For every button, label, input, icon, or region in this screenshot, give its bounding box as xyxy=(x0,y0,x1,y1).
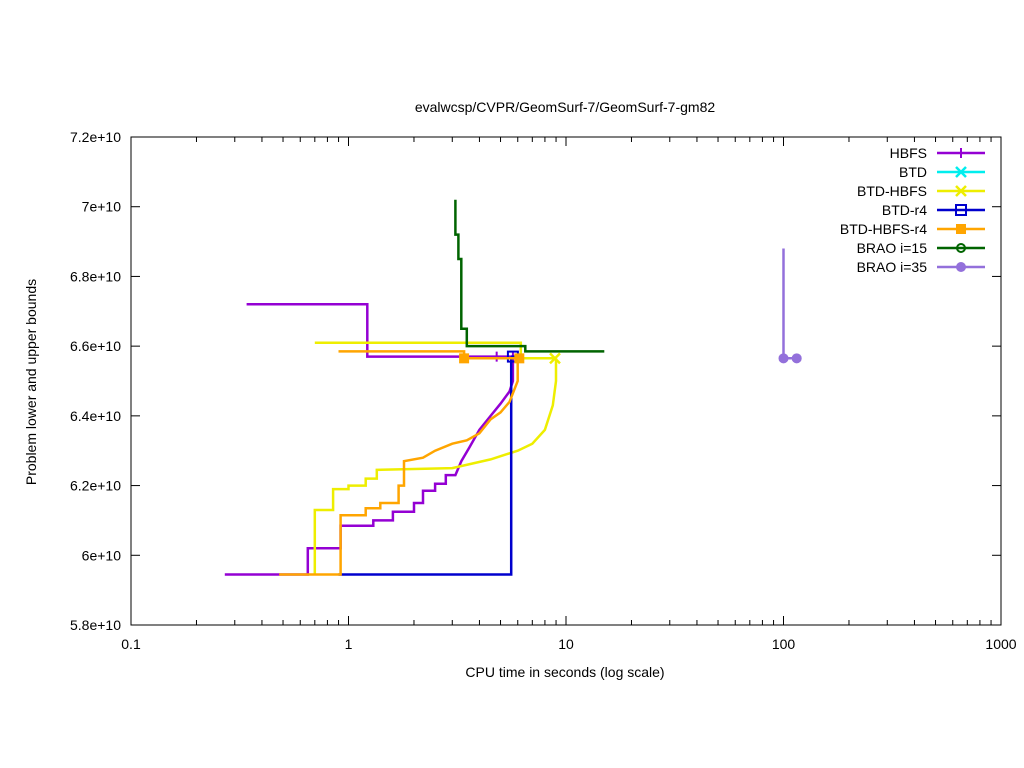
series-line-upper-hbfs xyxy=(246,303,513,358)
series-brao-i-35 xyxy=(778,248,802,364)
series-btd-r4 xyxy=(338,350,519,576)
plot-series xyxy=(224,199,802,576)
y-tick-label: 5.8e+10 xyxy=(70,617,121,633)
legend-label: BTD-r4 xyxy=(882,202,927,218)
legend-swatch-marker xyxy=(955,185,967,197)
y-tick-label: 6.8e+10 xyxy=(70,268,121,284)
legend-swatch-marker xyxy=(955,166,967,178)
series-btd-hbfs xyxy=(313,341,561,575)
plot-frame xyxy=(130,136,1002,626)
data-point-btd-hbfs-r4 xyxy=(514,353,525,364)
series-line-lower-btd-hbfs xyxy=(313,358,558,575)
legend-label: HBFS xyxy=(890,145,927,161)
legend-label: BTD-HBFS xyxy=(857,183,927,199)
data-point-btd-hbfs-r4 xyxy=(459,353,470,364)
legend-item-brao-i-15: BRAO i=15 xyxy=(857,240,985,256)
series-line-lower-hbfs xyxy=(224,356,515,576)
series-brao-i-15 xyxy=(454,199,605,353)
x-axis-label: CPU time in seconds (log scale) xyxy=(465,664,664,680)
y-tick-label: 7e+10 xyxy=(82,199,122,215)
series-line-lower-btd-r4 xyxy=(338,356,513,576)
legend-item-btd-hbfs: BTD-HBFS xyxy=(857,183,985,199)
data-point-brao-i-35 xyxy=(778,353,789,364)
y-tick-label: 6.2e+10 xyxy=(70,478,121,494)
legend-item-btd: BTD xyxy=(899,164,985,180)
x-tick-label: 100 xyxy=(772,636,796,652)
y-tick-label: 6.4e+10 xyxy=(70,408,121,424)
legend-item-brao-i-35: BRAO i=35 xyxy=(857,259,985,275)
y-tick-label: 6e+10 xyxy=(82,547,122,563)
legend-label: BTD xyxy=(899,164,927,180)
legend-label: BRAO i=15 xyxy=(857,240,928,256)
legend-swatch-marker xyxy=(956,262,966,272)
y-tick-label: 7.2e+10 xyxy=(70,129,121,145)
legend-item-btd-hbfs-r4: BTD-HBFS-r4 xyxy=(840,221,985,237)
axis-ticks: 0.1 1 10 100 1000 5.8e+10 6e+10 6.2e+10 6.4e+10 6… xyxy=(70,129,1017,652)
series-line-upper-brao-i-15 xyxy=(454,199,605,353)
legend-label: BRAO i=35 xyxy=(857,259,928,275)
series-btd-hbfs-r4 xyxy=(279,350,525,576)
legend-swatch-marker xyxy=(956,243,966,253)
x-tick-label: 0.1 xyxy=(121,636,141,652)
data-point-brao-i-35 xyxy=(791,353,802,364)
series-line-upper-brao-i-35 xyxy=(782,248,797,360)
series-line-upper-btd-hbfs xyxy=(314,341,556,360)
y-tick-label: 6.6e+10 xyxy=(70,338,121,354)
x-tick-label: 1 xyxy=(345,636,353,652)
y-axis-label: Problem lower and upper bounds xyxy=(23,279,39,485)
data-point-hbfs xyxy=(491,351,502,362)
legend-swatch-marker xyxy=(956,224,966,234)
x-tick-label: 1000 xyxy=(985,636,1016,652)
legend-label: BTD-HBFS-r4 xyxy=(840,221,927,237)
legend: HBFS BTD BTD-HBFS BTD-r4 BTD-HBFS-r4 BRAO i=1… xyxy=(840,145,985,275)
legend-item-btd-r4: BTD-r4 xyxy=(882,202,985,218)
legend-swatch-marker xyxy=(956,148,966,158)
data-point-btd-hbfs xyxy=(549,352,561,365)
chart-title: evalwcsp/CVPR/GeomSurf-7/GeomSurf-7-gm82 xyxy=(415,99,716,115)
series-hbfs xyxy=(224,303,518,576)
legend-item-hbfs: HBFS xyxy=(890,145,985,161)
series-line-lower-btd-hbfs-r4 xyxy=(279,358,519,576)
legend-swatch-marker xyxy=(955,204,967,216)
x-tick-label: 10 xyxy=(558,636,574,652)
